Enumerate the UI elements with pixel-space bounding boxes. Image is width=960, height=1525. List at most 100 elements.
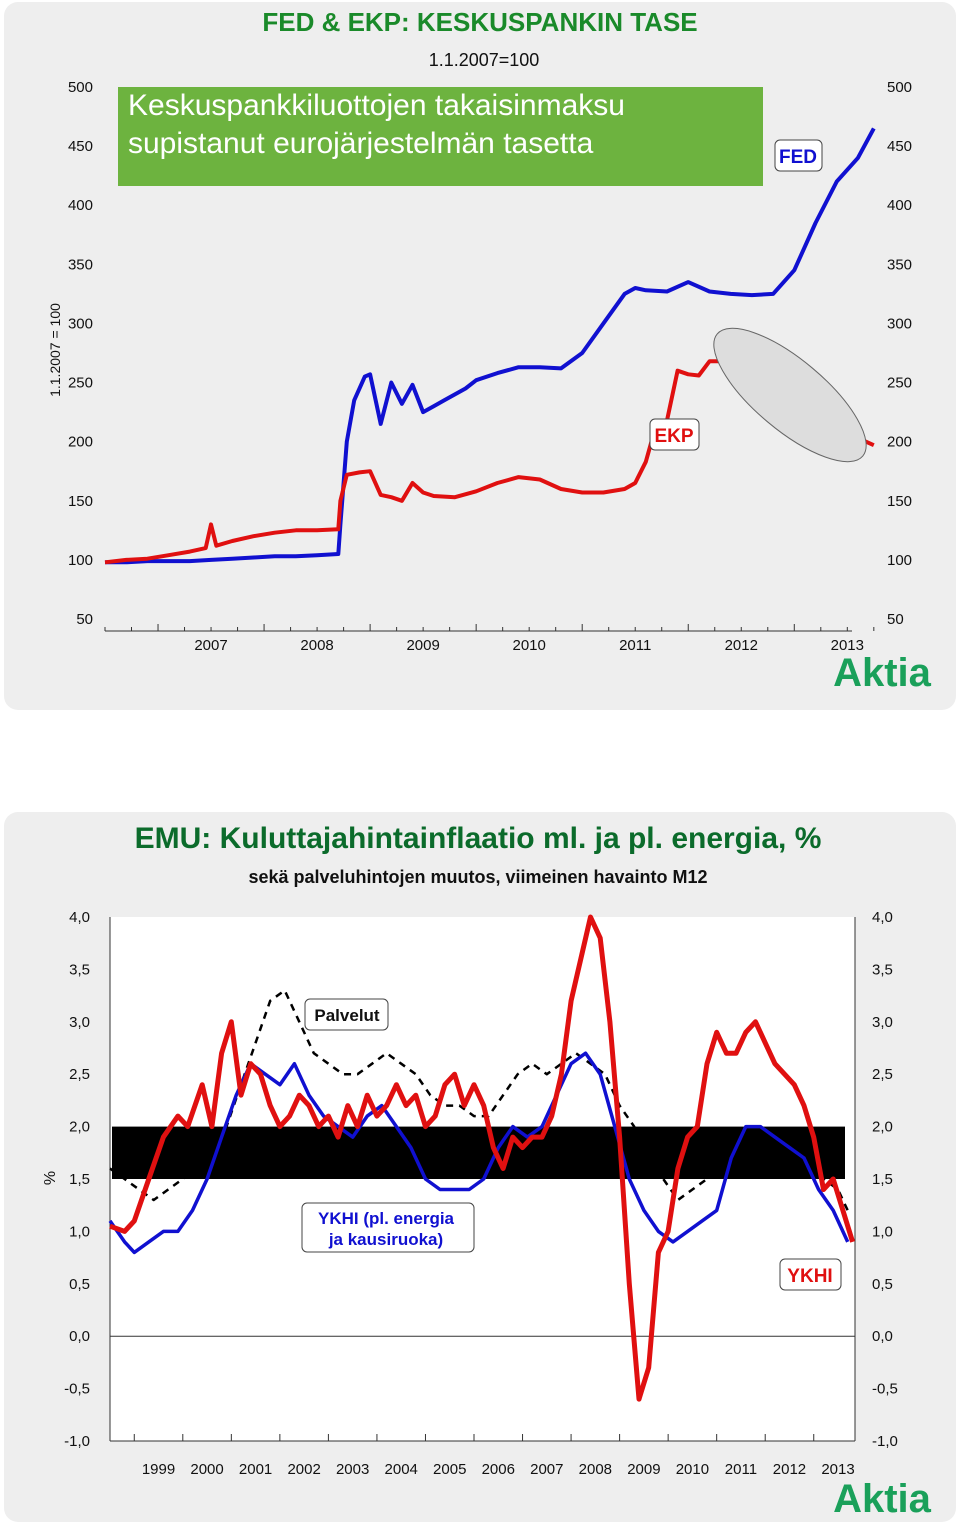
chart1-labels: FED EKP xyxy=(649,139,823,451)
chart2-xtick-label: 1999 xyxy=(142,1461,175,1478)
chart2-xtick-label: 2011 xyxy=(725,1461,757,1478)
chart1-ytick-right: 400 xyxy=(887,197,912,214)
chart2-xtick-label: 2001 xyxy=(239,1461,272,1478)
chart1-ytick-right: 350 xyxy=(887,256,912,273)
chart2-ytick-right: 4,0 xyxy=(872,909,893,926)
chart1-xtick-label: 2011 xyxy=(619,637,651,654)
ykhi-label-box xyxy=(779,1258,842,1291)
chart1-xtick-label: 2009 xyxy=(406,637,439,654)
chart2-xtick-label: 2012 xyxy=(773,1461,806,1478)
fed-label-box xyxy=(774,139,823,172)
chart1-ytick-left: 400 xyxy=(68,197,93,214)
chart2-ytick-left: -0,5 xyxy=(64,1381,90,1398)
palvelut-label: Palvelut xyxy=(314,1006,380,1025)
highlight-ellipse xyxy=(713,327,867,463)
chart2-ytick-left: 3,5 xyxy=(69,961,90,978)
chart1-ytick-right: 500 xyxy=(887,79,912,96)
chart1-ytick-right: 50 xyxy=(887,611,904,628)
chart1-subtitle: 1.1.2007=100 xyxy=(429,50,540,70)
chart1-ytick-right: 450 xyxy=(887,138,912,155)
chart2-ytick-right: -0,5 xyxy=(872,1381,898,1398)
chart1-xtick-label: 2012 xyxy=(725,637,758,654)
chart1-axes: 50 50 100 100 150 150 200 200 250 250 300 300 350 350… xyxy=(68,79,912,654)
chart1-ytick-left: 450 xyxy=(68,138,93,155)
chart1-ytick-left: 250 xyxy=(68,375,93,392)
series-line-ekp xyxy=(104,359,875,565)
chart2-xtick-label: 2007 xyxy=(530,1461,563,1478)
chart2-xtick-label: 2002 xyxy=(287,1461,320,1478)
chart2-ytick-right: 0,0 xyxy=(872,1328,893,1345)
fed-label: FED xyxy=(779,147,817,168)
chart2-title: EMU: Kuluttajahintainflaatio ml. ja pl. … xyxy=(135,822,822,855)
chart1-lines xyxy=(104,127,876,565)
chart2-ytick-left: 1,0 xyxy=(69,1223,90,1240)
series-line-ykhi-core xyxy=(108,1051,850,1255)
aktia-logo-bottom: Aktia xyxy=(833,1477,932,1521)
chart2-ytick-right: 3,0 xyxy=(872,1014,893,1031)
chart2-ytick-left: -1,0 xyxy=(64,1433,90,1450)
chart2-xtick-label: 2008 xyxy=(579,1461,612,1478)
chart1-ytick-left: 200 xyxy=(68,434,93,451)
chart2-axes: 4,0 4,0 3,5 3,5 3,0 3,0 2,5 2,5 2,0 2,0 1,5 1,5 1,0 1… xyxy=(64,909,898,1478)
chart2-xtick-label: 2000 xyxy=(190,1461,223,1478)
chart2-ytick-left: 2,5 xyxy=(69,1066,90,1083)
chart2-subtitle: sekä palveluhintojen muutos, viimeinen h… xyxy=(248,867,707,887)
ykhi-core-label-line-2: ja kausiruoka) xyxy=(328,1230,443,1249)
chart2-xtick-label: 2005 xyxy=(433,1461,466,1478)
chart2-ytick-right: 1,5 xyxy=(872,1171,893,1188)
annotation-line-1: Keskuspankkiluottojen takaisinmaksu xyxy=(128,89,625,122)
chart1-xtick-label: 2007 xyxy=(194,637,227,654)
annotation-line-2: supistanut eurojärjestelmän tasetta xyxy=(128,127,594,160)
chart2-ytick-left: 1,5 xyxy=(69,1171,90,1188)
chart1-title: FED & EKP: KESKUSPANKIN TASE xyxy=(262,7,697,37)
chart1-ytick-left: 500 xyxy=(68,79,93,96)
chart2-ytick-left: 0,5 xyxy=(69,1276,90,1293)
chart2-y-axis-label: % xyxy=(42,1171,59,1185)
palvelut-label-box xyxy=(304,998,389,1031)
chart2-ytick-right: 1,0 xyxy=(872,1223,893,1240)
ekp-label-box xyxy=(649,418,700,451)
chart1-ytick-left: 300 xyxy=(68,315,93,332)
series-line-palvelut xyxy=(109,989,849,1211)
chart2-ytick-left: 2,0 xyxy=(69,1119,90,1136)
chart2-ytick-right: 2,5 xyxy=(872,1066,893,1083)
chart2-labels: Palvelut YKHI (pl. energia ja kausiruoka) Y… xyxy=(301,998,842,1291)
chart1-ytick-right: 100 xyxy=(887,552,912,569)
chart2-ytick-left: 0,0 xyxy=(69,1328,90,1345)
chart2-ytick-right: -1,0 xyxy=(872,1433,898,1450)
chart1-xtick-label: 2010 xyxy=(512,637,545,654)
series-line-ykhi xyxy=(109,914,855,1402)
series-line-fed xyxy=(105,127,876,565)
chart2-xtick-label: 2006 xyxy=(482,1461,515,1478)
chart1-xtick-label: 2013 xyxy=(831,637,864,654)
chart2-ytick-left: 4,0 xyxy=(69,909,90,926)
chart1-ytick-right: 150 xyxy=(887,493,912,510)
chart2-ytick-right: 2,0 xyxy=(872,1119,893,1136)
chart1-xtick-label: 2008 xyxy=(300,637,333,654)
target-band xyxy=(112,1126,845,1179)
chart1-ytick-left: 100 xyxy=(68,552,93,569)
aktia-logo-top: Aktia xyxy=(833,651,932,695)
chart1-y-axis-label: 1.1.2007 = 100 xyxy=(47,303,63,397)
ekp-label: EKP xyxy=(654,426,693,447)
chart1-ytick-left: 150 xyxy=(68,493,93,510)
chart2-ytick-right: 3,5 xyxy=(872,961,893,978)
chart2-lines xyxy=(108,914,855,1402)
ykhi-core-label-line-1: YKHI (pl. energia xyxy=(318,1209,455,1228)
chart1-ytick-right: 300 xyxy=(887,315,912,332)
chart1-ytick-right: 200 xyxy=(887,434,912,451)
chart1-ytick-right: 250 xyxy=(887,375,912,392)
ykhi-label: YKHI xyxy=(787,1266,832,1287)
chart2-xtick-label: 2013 xyxy=(821,1461,854,1478)
chart2-xtick-label: 2003 xyxy=(336,1461,369,1478)
annotation-box xyxy=(118,87,763,186)
chart1-ytick-left: 350 xyxy=(68,256,93,273)
chart2-ytick-left: 3,0 xyxy=(69,1014,90,1031)
chart1-ytick-left: 50 xyxy=(76,611,93,628)
chart2-ytick-right: 0,5 xyxy=(872,1276,893,1293)
chart2-xtick-label: 2004 xyxy=(385,1461,418,1478)
chart2-xtick-label: 2009 xyxy=(627,1461,660,1478)
chart2-xtick-label: 2010 xyxy=(676,1461,709,1478)
ykhi-core-label-box xyxy=(301,1202,475,1253)
